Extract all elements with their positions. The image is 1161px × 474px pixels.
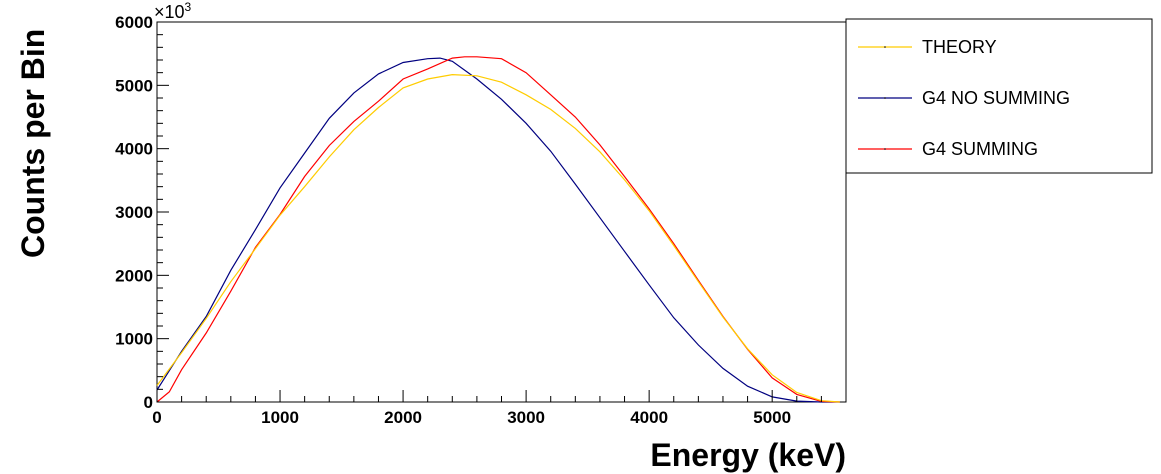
y-multiplier-base: ×10 — [154, 2, 185, 22]
legend-marker — [884, 46, 886, 48]
y-multiplier-exponent: 3 — [185, 0, 192, 14]
plot-frame — [156, 21, 847, 403]
legend-box — [845, 18, 1153, 174]
series-layer — [156, 56, 840, 403]
legend-item-g4-no-summing: G4 NO SUMMING — [858, 88, 1070, 108]
x-axis-title: Energy (keV) — [650, 437, 846, 473]
y-tick-labels: 0 1000 2000 3000 4000 5000 6000 — [115, 13, 153, 412]
series-line-theory — [156, 73, 840, 403]
x-tick-label: 5000 — [753, 408, 791, 427]
legend-item-theory: THEORY — [858, 37, 997, 57]
x-tick-label: 0 — [152, 408, 161, 427]
x-tick-label: 1000 — [261, 408, 299, 427]
legend-label: G4 NO SUMMING — [922, 88, 1070, 108]
tick-layer — [156, 21, 847, 403]
y-tick-label: 5000 — [115, 76, 153, 95]
legend-item-g4-summing: G4 SUMMING — [858, 139, 1038, 159]
y-tick-label: 3000 — [115, 203, 153, 222]
legend-marker — [884, 97, 886, 99]
series-line-g4-no-summing — [156, 57, 840, 403]
x-tick-label: 4000 — [630, 408, 668, 427]
x-tick-label: 3000 — [507, 408, 545, 427]
legend: THEORY G4 NO SUMMING G4 SUMMING — [845, 18, 1153, 174]
y-axis-title: Counts per Bin — [15, 29, 51, 258]
x-tick-labels: 0 1000 2000 3000 4000 5000 — [152, 408, 791, 427]
legend-items: THEORY G4 NO SUMMING G4 SUMMING — [858, 37, 1070, 159]
y-tick-label: 2000 — [115, 266, 153, 285]
x-tick-label: 2000 — [384, 408, 422, 427]
y-tick-label: 6000 — [115, 13, 153, 32]
legend-marker — [884, 148, 886, 150]
y-tick-label: 1000 — [115, 330, 153, 349]
legend-label: THEORY — [922, 37, 997, 57]
series-line-g4-summing — [156, 56, 840, 403]
legend-label: G4 SUMMING — [922, 139, 1038, 159]
y-multiplier-label: ×103 — [154, 0, 192, 22]
y-tick-label: 0 — [144, 393, 153, 412]
y-tick-label: 4000 — [115, 140, 153, 159]
